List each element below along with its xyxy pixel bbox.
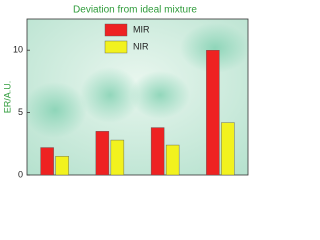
y-tick-label: 5 — [18, 107, 23, 117]
legend-label: NIR — [133, 41, 149, 51]
molecule-glow — [80, 67, 140, 123]
molecule-glow — [130, 71, 190, 119]
y-tick-label: 10 — [13, 45, 23, 55]
bar — [55, 156, 69, 176]
chart: Deviation from ideal mixture ER/A.U. 0 5 1… — [2, 4, 250, 180]
bar — [165, 144, 180, 176]
y-axis-label: ER/A.U. — [2, 81, 12, 114]
bar — [221, 122, 235, 176]
bar — [206, 50, 220, 176]
chart-title: Deviation from ideal mixture — [73, 5, 197, 16]
y-tick-label: 0 — [18, 169, 23, 179]
molecule-glow — [23, 82, 87, 138]
bar — [110, 139, 125, 176]
bar — [40, 147, 54, 176]
legend-label: MIR — [133, 24, 150, 34]
bar — [95, 131, 110, 176]
legend-swatch — [104, 23, 128, 37]
legend-swatch — [104, 40, 128, 54]
molecule-glow — [180, 23, 250, 73]
bar — [150, 127, 165, 176]
